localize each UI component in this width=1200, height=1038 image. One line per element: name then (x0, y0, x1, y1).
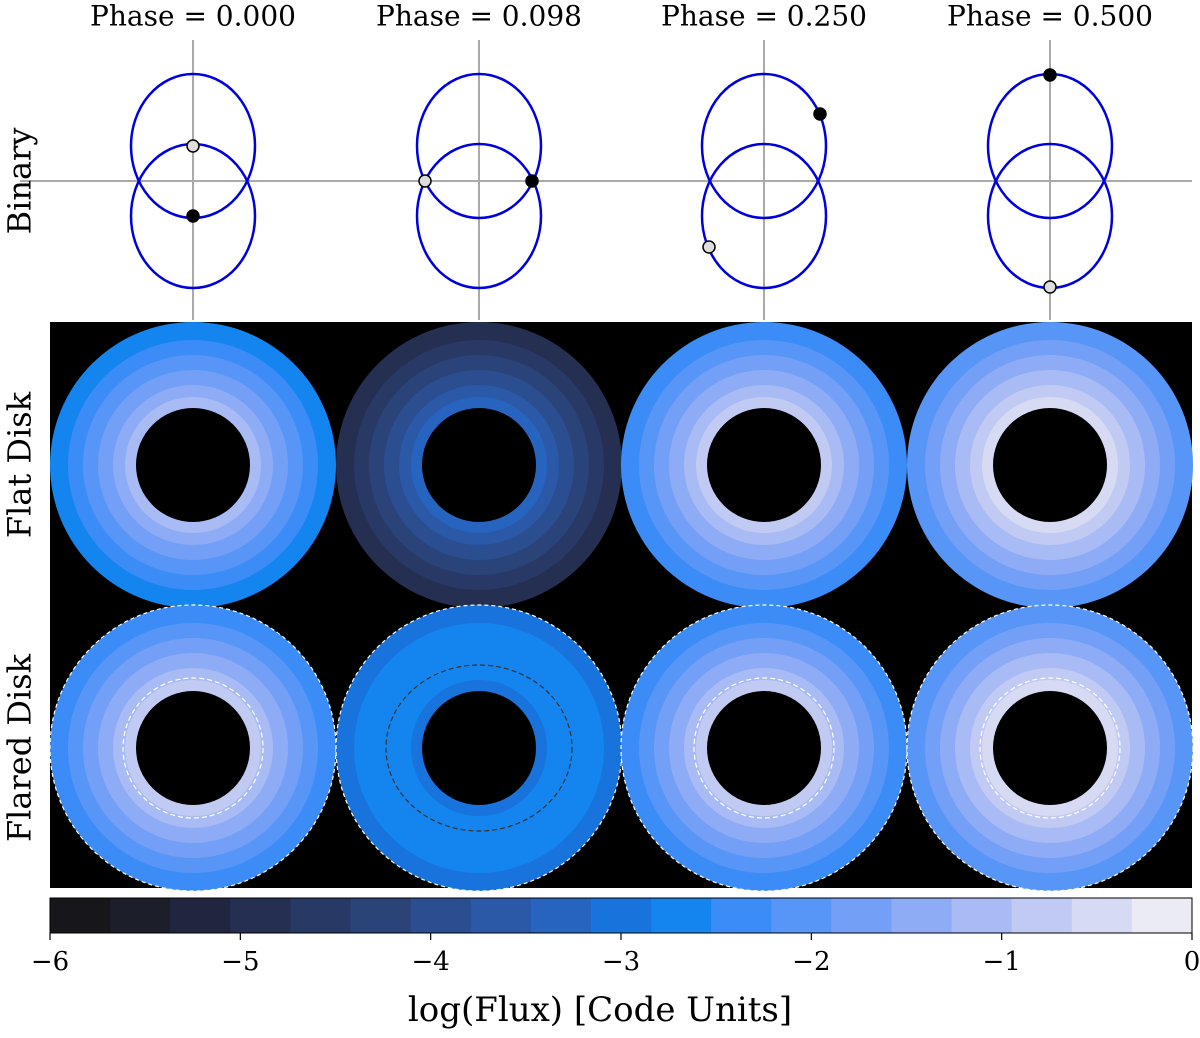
star (525, 174, 539, 188)
colorbar-band (1011, 898, 1073, 933)
orbit (415, 72, 543, 220)
colorbar-band (170, 898, 231, 933)
star (702, 240, 716, 254)
disk-hole (707, 408, 821, 522)
star (418, 174, 432, 188)
x-tick-label: −2 (792, 947, 830, 977)
colorbar-band (651, 898, 712, 933)
phase-title: Phase = 0.098 (376, 0, 582, 33)
colorbar-band (951, 898, 1013, 933)
disk-hole (136, 691, 250, 805)
colorbar-band (1131, 898, 1193, 933)
colorbar-band (290, 898, 352, 933)
colorbar-band (50, 898, 111, 933)
row-label: Binary (1, 128, 39, 235)
colorbar-band (110, 898, 171, 933)
colorbar-band (711, 898, 772, 933)
colorbar-band (1071, 898, 1133, 933)
disk-hole (422, 691, 536, 805)
disk-hole (422, 408, 536, 522)
star (813, 107, 827, 121)
x-tick-label: −5 (221, 947, 259, 977)
disk-hole (993, 691, 1107, 805)
x-tick-label: −4 (412, 947, 450, 977)
x-tick-label: −6 (31, 947, 69, 977)
colorbar-band (771, 898, 832, 933)
colorbar-band (530, 898, 592, 933)
colorbar-band (831, 898, 892, 933)
x-tick-label: −3 (602, 947, 640, 977)
disk-hole (136, 408, 250, 522)
phase-title: Phase = 0.000 (90, 0, 296, 33)
inner-rim (979, 677, 1121, 819)
colorbar-band (470, 898, 532, 933)
star (186, 209, 200, 223)
orbit (700, 72, 828, 220)
colorbar-band (590, 898, 652, 933)
x-tick-label: 0 (1184, 947, 1200, 977)
star (1043, 68, 1057, 82)
phase-title: Phase = 0.250 (661, 0, 867, 33)
star (186, 139, 200, 153)
disk-edge (906, 604, 1194, 892)
inner-rim (122, 677, 264, 819)
colorbar-band (350, 898, 412, 933)
x-tick-label: −1 (983, 947, 1021, 977)
orbit (415, 142, 543, 290)
colorbar-title: log(Flux) [Code Units] (408, 990, 792, 1030)
star (1043, 280, 1057, 294)
disk-hole (707, 691, 821, 805)
row-label: Flared Disk (1, 653, 39, 842)
phase-title: Phase = 0.500 (947, 0, 1153, 33)
disk-hole (993, 408, 1107, 522)
colorbar-band (230, 898, 291, 933)
row-label: Flat Disk (1, 391, 39, 538)
colorbar-band (410, 898, 472, 933)
inner-rim (385, 664, 573, 832)
inner-rim (693, 677, 835, 819)
colorbar-band (891, 898, 953, 933)
orbit (700, 142, 828, 290)
